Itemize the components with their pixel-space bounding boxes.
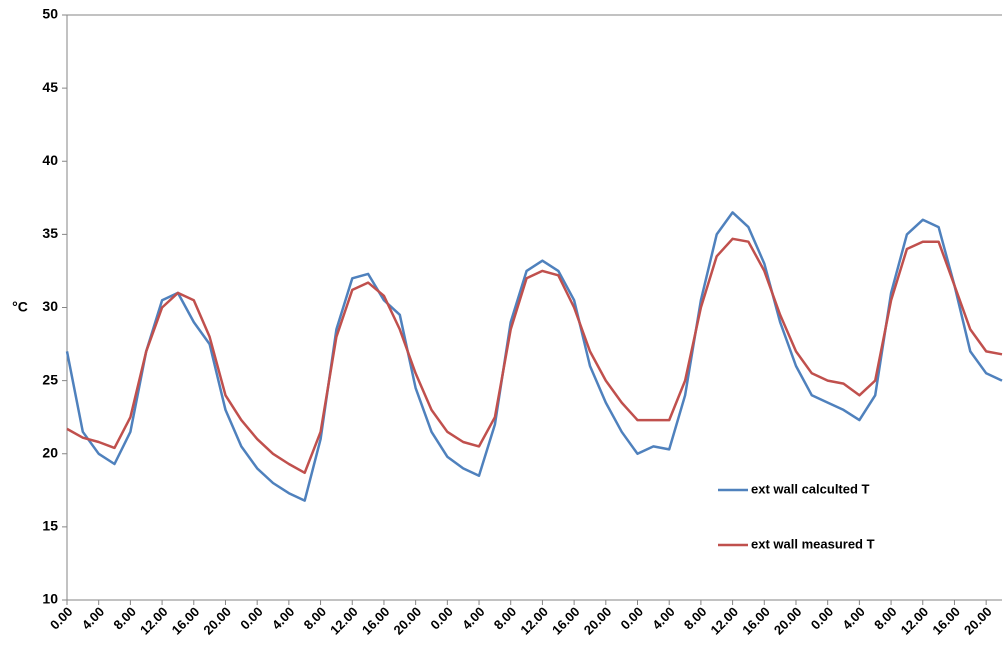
series-line	[66, 237, 1003, 475]
x-tick-label: 8.00	[301, 604, 330, 633]
y-tick-label: 20	[42, 444, 58, 460]
x-tick-label: 16.00	[549, 604, 583, 638]
x-tick-label: 16.00	[929, 604, 963, 638]
y-axis-label: °C	[12, 299, 28, 315]
x-tick-label: 4.00	[79, 604, 108, 633]
series-line	[65, 211, 1003, 502]
x-tick-label: 20.00	[961, 604, 995, 638]
y-tick-label: 10	[42, 591, 58, 607]
x-tick-label: 0.00	[237, 604, 266, 633]
y-tick-label: 40	[42, 152, 58, 168]
y-tick-label: 45	[42, 79, 58, 95]
x-tick-label: 12.00	[137, 604, 171, 638]
y-tick-label: 35	[42, 225, 58, 241]
x-tick-label: 0.00	[47, 604, 76, 633]
x-tick-label: 16.00	[169, 604, 203, 638]
x-tick-label: 16.00	[739, 604, 773, 638]
x-tick-label: 8.00	[681, 604, 710, 633]
x-tick-label: 0.00	[427, 604, 456, 633]
x-tick-label: 12.00	[517, 604, 551, 638]
x-tick-label: 0.00	[808, 604, 837, 633]
x-tick-label: 20.00	[391, 604, 425, 638]
x-tick-label: 4.00	[649, 604, 678, 633]
y-tick-label: 30	[42, 298, 58, 314]
x-tick-label: 4.00	[459, 604, 488, 633]
x-tick-label: 16.00	[359, 604, 393, 638]
x-tick-label: 8.00	[491, 604, 520, 633]
x-tick-label: 4.00	[269, 604, 298, 633]
legend-label: ext wall calculted T	[751, 481, 870, 496]
legend-label: ext wall measured T	[751, 536, 875, 551]
x-tick-label: 8.00	[110, 604, 139, 633]
x-tick-label: 0.00	[618, 604, 647, 633]
y-tick-label: 15	[42, 518, 58, 534]
x-tick-label: 12.00	[327, 604, 361, 638]
x-tick-label: 8.00	[871, 604, 900, 633]
y-tick-label: 25	[42, 371, 58, 387]
x-tick-label: 20.00	[200, 604, 234, 638]
x-tick-label: 4.00	[839, 604, 868, 633]
x-tick-label: 20.00	[581, 604, 615, 638]
x-tick-label: 20.00	[771, 604, 805, 638]
x-tick-label: 12.00	[708, 604, 742, 638]
y-tick-label: 50	[42, 6, 58, 22]
x-tick-label: 12.00	[898, 604, 932, 638]
